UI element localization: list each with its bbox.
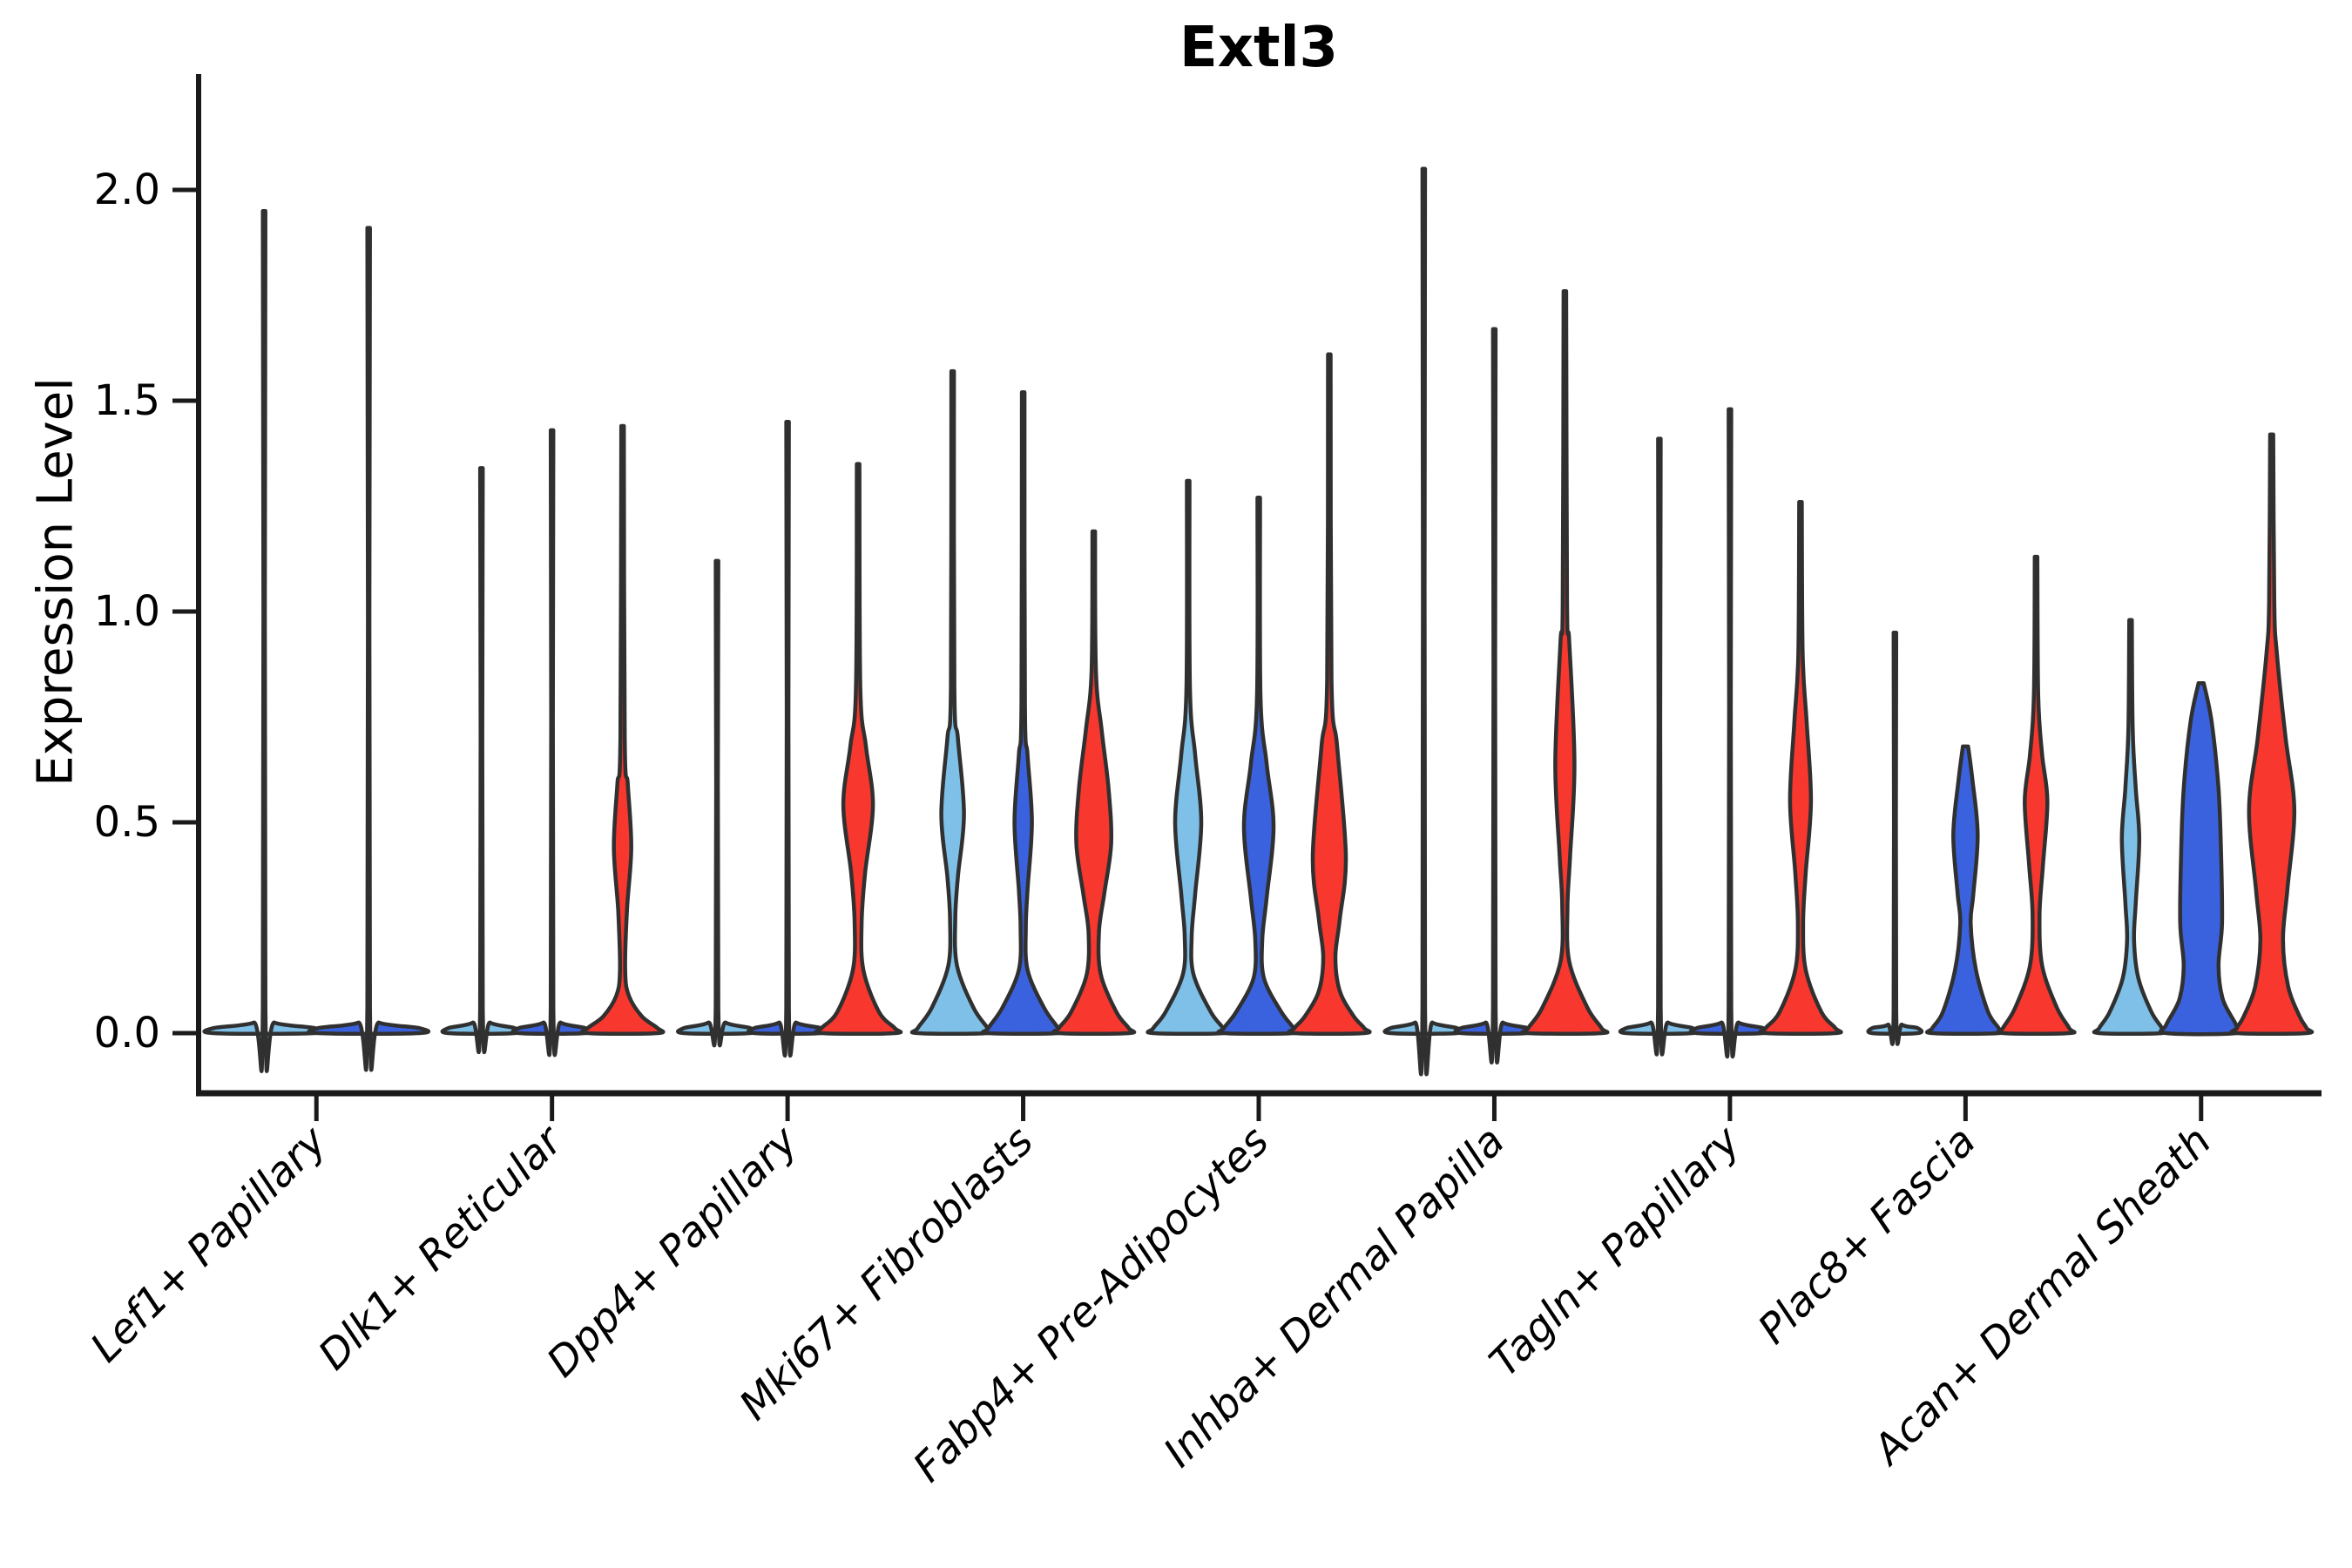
violin-shape [2159,681,2244,1037]
violin-shape [1758,499,1843,1036]
violin-shape [2229,432,2315,1036]
violin-shape [202,208,327,1073]
violin-shape [1051,529,1137,1036]
y-axis-title: Expression Level [27,377,84,787]
violin-shape [1216,496,1301,1036]
violin-shape [510,428,593,1058]
violin-shape [813,462,903,1036]
violin-shape [1618,436,1700,1057]
violin-shape [440,466,523,1054]
x-tick-label: Dlk1+ Reticular [309,1116,573,1380]
y-tick-label: 1.5 [94,376,160,425]
violin-shape [307,226,431,1072]
x-tick-label: Plac8+ Fascia [1749,1118,1985,1354]
violin-shape [1688,407,1771,1059]
violin-shape [1382,166,1465,1077]
y-tick-label: 2.0 [94,166,160,214]
violin-shape [1520,288,1610,1036]
violin-shape [1453,327,1536,1064]
x-tick-label: Dpp4+ Papillary [537,1117,808,1387]
violin-shape [1924,744,2006,1036]
y-tick-label: 1.0 [94,587,160,636]
violin-shape [909,368,996,1036]
y-tick-label: 0.5 [94,798,160,847]
y-tick-label: 0.0 [94,1009,160,1058]
violin-shape [1866,630,1924,1046]
violin-shape [579,423,666,1036]
violin-shape [2092,618,2169,1036]
violin-shape [1287,352,1372,1036]
chart-title: Extl3 [1179,16,1339,80]
x-tick-label: Tagln+ Papillary [1481,1117,1751,1387]
x-tick-label: Lef1+ Papillary [82,1117,337,1372]
violin-shape [676,558,759,1048]
violin-shape [980,390,1066,1036]
violin-shape [1146,478,1231,1036]
violin-shape [747,419,829,1058]
violin-shape [1995,554,2077,1036]
